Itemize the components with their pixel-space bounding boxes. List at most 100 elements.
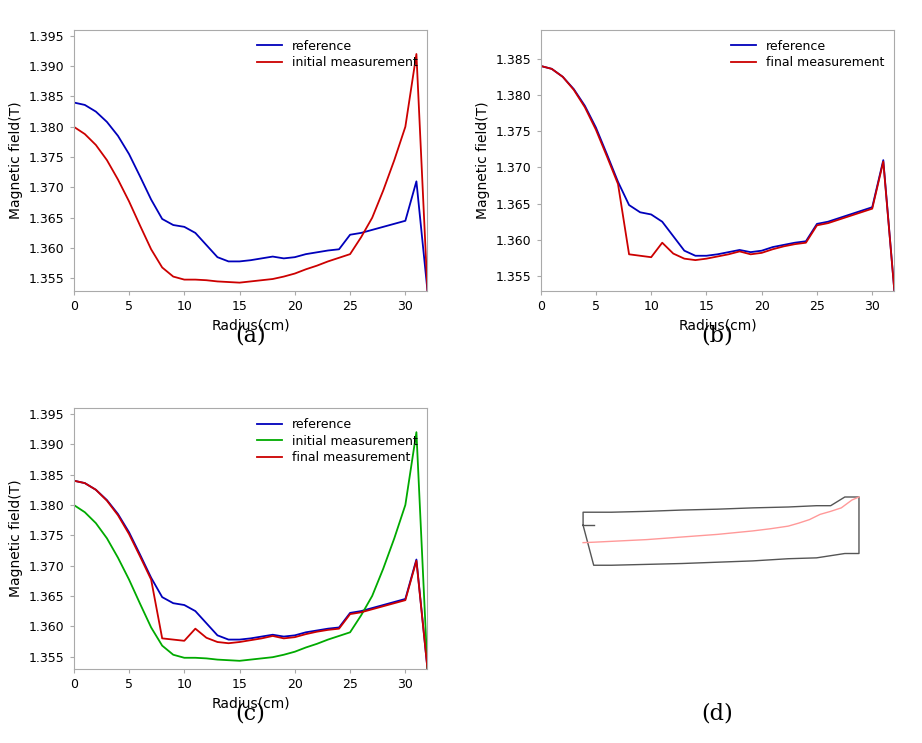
reference <box>190 606 201 615</box>
initial measurement <box>345 250 356 259</box>
reference <box>833 214 845 223</box>
initial measurement <box>278 650 290 659</box>
reference <box>267 252 278 261</box>
reference <box>811 219 822 228</box>
reference <box>367 225 378 234</box>
final measurement <box>378 602 389 611</box>
reference <box>312 626 323 635</box>
final measurement <box>367 605 378 614</box>
Line: final measurement: final measurement <box>74 481 428 669</box>
reference <box>234 257 245 266</box>
initial measurement <box>323 635 334 644</box>
initial measurement <box>389 156 400 165</box>
Line: reference: reference <box>540 66 894 291</box>
final measurement <box>701 254 712 263</box>
initial measurement <box>190 275 201 284</box>
initial measurement <box>179 653 190 662</box>
initial measurement <box>112 554 124 562</box>
reference <box>234 635 245 644</box>
reference <box>301 628 312 637</box>
initial measurement <box>68 123 79 132</box>
final measurement <box>634 251 645 260</box>
initial measurement <box>146 245 157 254</box>
initial measurement <box>68 501 79 510</box>
initial measurement <box>135 221 146 230</box>
Line: initial measurement: initial measurement <box>74 432 428 669</box>
initial measurement <box>112 175 124 184</box>
reference <box>400 594 411 603</box>
final measurement <box>400 596 411 605</box>
final measurement <box>656 239 668 247</box>
initial measurement <box>267 275 278 284</box>
reference <box>557 72 568 81</box>
final measurement <box>135 552 146 561</box>
final measurement <box>601 152 612 161</box>
Legend: reference, initial measurement: reference, initial measurement <box>253 36 421 74</box>
reference <box>101 117 112 126</box>
Line: reference: reference <box>74 103 428 291</box>
reference <box>623 201 634 210</box>
final measurement <box>623 250 634 259</box>
reference <box>179 600 190 609</box>
initial measurement <box>378 186 389 195</box>
reference <box>212 631 223 640</box>
initial measurement <box>234 656 245 665</box>
final measurement <box>190 624 201 633</box>
final measurement <box>278 634 290 643</box>
reference <box>323 246 334 255</box>
initial measurement <box>256 276 267 285</box>
reference <box>179 222 190 231</box>
final measurement <box>535 62 546 71</box>
final measurement <box>345 610 356 619</box>
final measurement <box>112 510 124 519</box>
initial measurement <box>367 591 378 600</box>
initial measurement <box>389 533 400 542</box>
reference <box>290 253 301 262</box>
reference <box>767 243 778 252</box>
reference <box>101 496 112 504</box>
reference <box>579 101 590 110</box>
initial measurement <box>334 632 345 640</box>
reference <box>190 228 201 237</box>
Y-axis label: Magnetic field(T): Magnetic field(T) <box>9 101 23 219</box>
reference <box>135 172 146 181</box>
reference <box>245 634 256 643</box>
reference <box>157 593 168 602</box>
final measurement <box>800 239 811 247</box>
reference <box>656 217 668 226</box>
initial measurement <box>79 129 90 138</box>
initial measurement <box>411 50 422 59</box>
reference <box>856 207 867 215</box>
final measurement <box>301 629 312 638</box>
reference <box>356 606 367 615</box>
initial measurement <box>190 653 201 662</box>
reference <box>411 177 422 186</box>
reference <box>278 254 290 263</box>
reference <box>411 555 422 564</box>
reference <box>878 156 889 165</box>
initial measurement <box>400 123 411 132</box>
initial measurement <box>201 654 212 663</box>
Line: final measurement: final measurement <box>540 66 894 291</box>
final measurement <box>811 221 822 230</box>
initial measurement <box>223 656 234 665</box>
reference <box>378 222 389 231</box>
reference <box>645 210 656 219</box>
final measurement <box>767 244 778 253</box>
reference <box>701 251 712 260</box>
final measurement <box>101 496 112 505</box>
final measurement <box>290 633 301 642</box>
Legend: reference, final measurement: reference, final measurement <box>727 36 888 74</box>
final measurement <box>679 254 690 263</box>
Text: (b): (b) <box>702 325 733 346</box>
reference <box>124 528 135 536</box>
final measurement <box>179 636 190 645</box>
initial measurement <box>168 650 179 659</box>
final measurement <box>878 157 889 166</box>
reference <box>590 123 601 132</box>
reference <box>546 65 557 74</box>
reference <box>301 250 312 259</box>
reference <box>778 241 789 250</box>
initial measurement <box>157 641 168 650</box>
final measurement <box>756 248 767 257</box>
